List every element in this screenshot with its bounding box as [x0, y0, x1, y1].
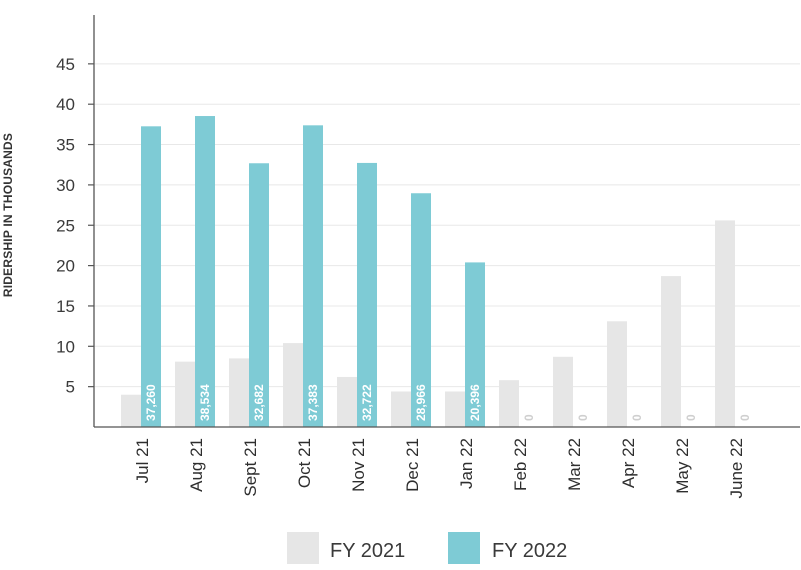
- y-tick-label-45: 45: [56, 55, 75, 74]
- x-tick-label-5: Dec 21: [403, 438, 422, 492]
- legend: FY 2021 FY 2022: [287, 532, 567, 564]
- y-tick-label-15: 15: [56, 297, 75, 316]
- data-label-fy-2022-3: 37,383: [306, 384, 320, 421]
- data-label-fy-2022-1: 38,534: [198, 384, 212, 421]
- x-tick-label-9: Apr 22: [619, 438, 638, 488]
- x-tick-label-11: June 22: [727, 438, 746, 499]
- data-label-fy-2022-5: 28,966: [414, 384, 428, 421]
- bar-fy-2021-10: [661, 276, 681, 427]
- data-label-fy-2022-7: 0: [522, 414, 536, 421]
- legend-swatch-fy-2021: [287, 532, 319, 564]
- legend-label-fy-2021: FY 2021: [330, 540, 405, 562]
- data-label-fy-2022-4: 32,722: [360, 384, 374, 421]
- bar-fy-2021-2: [229, 358, 249, 427]
- legend-swatch-fy-2022: [448, 532, 480, 564]
- y-axis-title: RIDERSHIP IN THOUSANDS: [1, 133, 15, 297]
- data-label-fy-2022-9: 0: [630, 414, 644, 421]
- y-tick-label-5: 5: [66, 378, 75, 397]
- bar-fy-2022-6: [465, 262, 485, 427]
- bar-fy-2021-6: [445, 391, 465, 427]
- bar-fy-2022-1: [195, 116, 215, 428]
- y-tick-label-40: 40: [56, 95, 75, 114]
- bar-fy-2021-7: [499, 380, 519, 427]
- x-tick-label-7: Feb 22: [511, 438, 530, 491]
- bar-fy-2022-5: [411, 193, 431, 427]
- bar-fy-2021-1: [175, 361, 195, 427]
- legend-label-fy-2022: FY 2022: [492, 540, 567, 562]
- x-tick-label-2: Sept 21: [241, 438, 260, 497]
- bar-fy-2021-5: [391, 391, 411, 427]
- bar-fy-2021-8: [553, 356, 573, 427]
- bar-fy-2021-9: [607, 321, 627, 427]
- x-tick-label-8: Mar 22: [565, 438, 584, 491]
- y-tick-label-10: 10: [56, 337, 75, 356]
- bar-fy-2021-3: [283, 343, 303, 427]
- y-tick-label-20: 20: [56, 257, 75, 276]
- bar-fy-2021-0: [121, 394, 141, 427]
- bar-fy-2022-2: [249, 163, 269, 427]
- x-tick-labels: Jul 21 Aug 21 Sept 21 Oct 21 Nov 21 Dec 21 Jan…: [133, 438, 746, 499]
- bar-fy-2022-3: [303, 125, 323, 428]
- x-tick-label-6: Jan 22: [457, 438, 476, 489]
- x-tick-label-4: Nov 21: [349, 438, 368, 492]
- x-tick-label-0: Jul 21: [133, 438, 152, 483]
- bar-fy-2021-4: [337, 376, 357, 427]
- data-label-fy-2022-2: 32,682: [252, 384, 266, 421]
- bar-fy-2021-11: [715, 220, 735, 427]
- data-label-fy-2022-8: 0: [576, 414, 590, 421]
- y-tick-labels: 5 10 15 20 25 30 35 40 45: [56, 55, 94, 397]
- y-tick-label-35: 35: [56, 136, 75, 155]
- axes: [93, 15, 800, 428]
- x-tick-label-10: May 22: [673, 438, 692, 494]
- bar-fy-2022-4: [357, 162, 377, 427]
- y-tick-label-25: 25: [56, 216, 75, 235]
- bars: [121, 116, 735, 428]
- data-labels: 37,260 38,534 32,682 37,383 32,722 28,966 20,3…: [144, 384, 752, 421]
- data-label-fy-2022-0: 37,260: [144, 384, 158, 421]
- data-label-fy-2022-11: 0: [738, 414, 752, 421]
- bar-fy-2022-0: [141, 126, 161, 427]
- data-label-fy-2022-6: 20,396: [468, 384, 482, 421]
- x-tick-label-3: Oct 21: [295, 438, 314, 488]
- data-label-fy-2022-10: 0: [684, 414, 698, 421]
- x-tick-label-1: Aug 21: [187, 438, 206, 492]
- y-tick-label-30: 30: [56, 176, 75, 195]
